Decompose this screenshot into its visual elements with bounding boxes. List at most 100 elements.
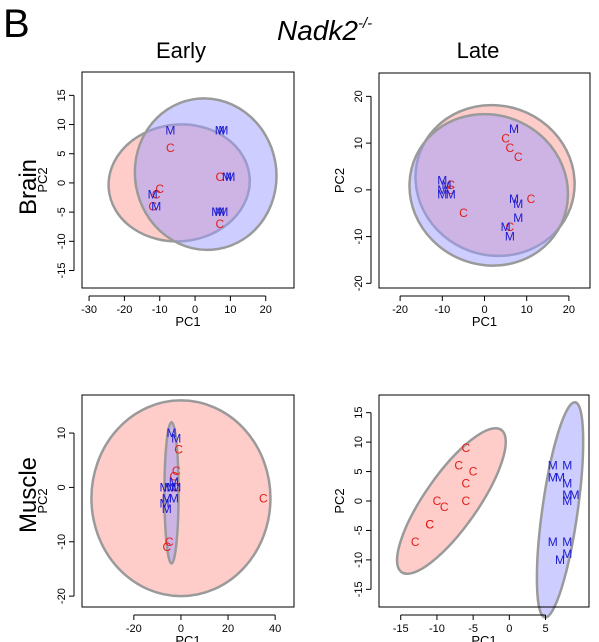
confidence-ellipse-M [163,420,180,565]
data-point-M: M [211,205,221,219]
y-tick-label: -5 [353,526,365,536]
data-point-C: C [152,188,161,202]
column-title-late: Late [457,38,500,63]
data-point-M: M [169,491,179,505]
y-tick-label: 0 [56,180,68,186]
data-point-M: M [218,205,228,219]
confidence-ellipse-M [535,400,585,619]
y-tick-label: -10 [353,552,365,568]
figure-title-superscript: -/- [358,15,372,32]
data-point-C: C [215,217,224,231]
x-tick-label: -20 [126,623,142,635]
y-tick-label: -10 [353,229,365,245]
x-axis-title: PC1 [175,633,200,642]
x-tick-label: 0 [481,304,487,316]
data-point-C: C [505,220,514,234]
y-tick-label: 15 [56,89,68,101]
data-point-M: M [164,480,174,494]
y-tick-label: 10 [353,436,365,448]
confidence-ellipse-M [408,112,570,267]
data-point-M: M [171,480,181,494]
confidence-ellipse-C [90,399,272,598]
y-tick-label: 5 [353,468,365,474]
data-point-M: M [151,199,161,213]
x-tick-label: -20 [116,304,132,316]
data-point-M: M [159,497,169,511]
data-point-C: C [462,441,471,455]
data-point-M: M [148,188,158,202]
x-tick-label: -20 [392,304,408,316]
x-tick-label: 20 [222,623,234,635]
data-point-M: M [513,197,523,211]
data-point-M: M [225,170,235,184]
plot-frame [81,394,295,608]
data-point-C: C [155,182,164,196]
data-point-M: M [562,547,572,561]
x-tick-label: 40 [269,623,281,635]
x-tick-label: 0 [506,623,512,635]
data-point-C: C [162,540,171,554]
y-tick-label: 15 [353,407,365,419]
data-point-M: M [162,491,172,505]
y-tick-label: -15 [56,263,68,279]
data-point-M: M [165,123,175,137]
data-point-C: C [172,480,181,494]
data-point-M: M [442,178,452,192]
y-tick-label: 10 [56,427,68,439]
data-point-M: M [171,431,181,445]
y-axis-title: PC2 [35,488,50,513]
x-axis-title: PC1 [471,633,496,642]
y-tick-label: 0 [56,484,68,490]
data-point-C: C [446,178,455,192]
data-point-C: C [148,199,157,213]
data-point-C: C [505,141,514,155]
data-point-C: C [462,494,471,508]
data-point-C: C [433,494,442,508]
data-point-C: C [165,535,174,549]
plot-frame [378,394,590,608]
data-point-M: M [167,480,177,494]
data-point-C: C [459,206,468,220]
data-point-M: M [509,192,519,206]
x-tick-label: 0 [192,304,198,316]
y-axis-title: PC2 [332,488,347,513]
y-tick-label: 5 [56,151,68,157]
plot-muscle-early: -20 0 20 40PC1-20-10010PC2CCCCCCCMMMMMMMMMM… [35,394,295,642]
data-point-M: M [167,426,177,440]
y-tick-label: 10 [56,118,68,130]
data-point-M: M [548,470,558,484]
data-point-C: C [174,442,183,456]
data-point-M: M [159,480,169,494]
y-tick-label: -10 [56,534,68,550]
x-tick-label: -5 [468,623,478,635]
data-point-M: M [215,123,225,137]
y-tick-label: 10 [353,137,365,149]
data-point-M: M [505,230,515,244]
data-point-M: M [562,535,572,549]
confidence-ellipse-M [133,97,278,252]
data-point-C: C [411,535,420,549]
data-point-C: C [425,518,434,532]
data-point-M: M [513,211,523,225]
data-point-M: M [548,459,558,473]
data-point-C: C [172,464,181,478]
data-point-C: C [166,141,175,155]
data-point-C: C [425,518,434,532]
data-point-M: M [169,475,179,489]
data-point-M: M [437,183,447,197]
data-point-M: M [570,488,580,502]
plot-frame [378,72,591,289]
data-point-C: C [259,491,268,505]
y-tick-label: -10 [56,233,68,249]
panel-letter: B [3,2,30,46]
data-point-M: M [162,502,172,516]
data-point-C: C [446,183,455,197]
data-point-M: M [222,170,232,184]
data-point-M: M [215,205,225,219]
data-point-C: C [501,131,510,145]
x-tick-label: 20 [260,304,272,316]
x-tick-label: -10 [434,304,450,316]
x-tick-label: -15 [393,623,409,635]
